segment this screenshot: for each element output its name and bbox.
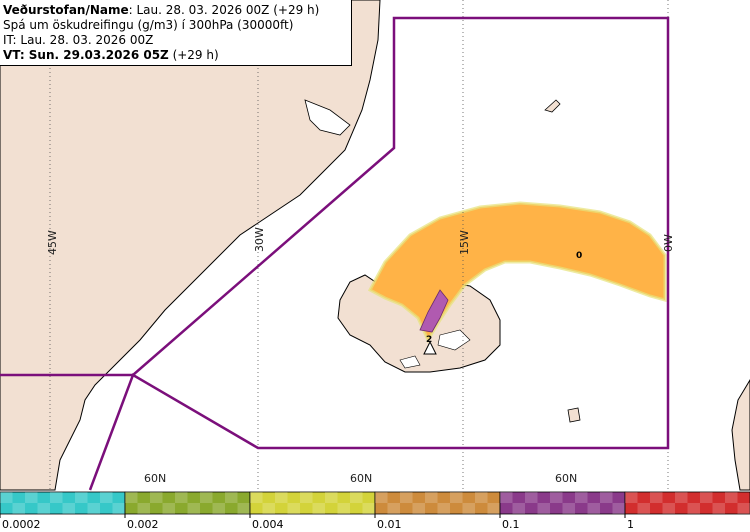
faroe-islands: [567, 407, 581, 423]
legend-pattern: [512, 503, 525, 514]
legend-pattern: [37, 503, 50, 514]
agency-label: Veðurstofan/Name: [3, 3, 129, 17]
lat-label-60n: 60N: [350, 472, 372, 485]
legend-pattern: [62, 503, 75, 514]
legend-pattern: [287, 503, 300, 514]
lon-label-0w: 0W: [662, 234, 675, 252]
legend-pattern: [175, 492, 188, 503]
legend-pattern: [537, 503, 550, 514]
legend-pattern: [312, 503, 325, 514]
legend-pattern: [225, 492, 238, 503]
legend-swatch: [624, 491, 750, 515]
legend-pattern: [662, 503, 675, 514]
lon-label-15w: 15W: [458, 230, 471, 255]
glacier: [437, 329, 471, 351]
legend-pattern: [25, 492, 38, 503]
lon-label-30w: 30W: [253, 227, 266, 252]
legend-pattern: [212, 503, 225, 514]
legend-pattern: [12, 503, 25, 514]
valid-offset: (+29 h): [168, 48, 219, 62]
lon-label-45w: 45W: [46, 230, 59, 255]
legend-pattern: [387, 503, 400, 514]
legend-pattern: [400, 492, 413, 503]
norway-coast: [731, 379, 750, 491]
plume-marker: 0: [576, 251, 582, 261]
legend-pattern: [87, 503, 100, 514]
legend-pattern: [137, 503, 150, 514]
legend-pattern: [325, 492, 338, 503]
legend-pattern: [475, 492, 488, 503]
agency-line: Veðurstofan/Name: Lau. 28. 03. 2026 00Z …: [3, 3, 351, 18]
legend-pattern: [737, 503, 750, 514]
volcano-marker: 2: [426, 335, 432, 345]
legend-pattern: [600, 492, 613, 503]
legend-pattern: [250, 492, 263, 503]
ash-plume-purple: [419, 289, 449, 333]
legend-pattern: [50, 492, 63, 503]
legend-pattern: [712, 503, 725, 514]
greenland-fjord: [304, 99, 351, 136]
legend-pattern: [437, 503, 450, 514]
legend-pattern: [237, 503, 250, 514]
lat-label-60n: 60N: [144, 472, 166, 485]
legend-pattern: [350, 492, 363, 503]
product-line: Spá um öskudreifingu (g/m3) í 300hPa (30…: [3, 18, 294, 32]
legend-pattern: [675, 492, 688, 503]
legend-pattern: [300, 492, 313, 503]
legend-pattern: [687, 503, 700, 514]
legend-pattern: [575, 492, 588, 503]
legend-pattern: [275, 492, 288, 503]
greenland-landmass: [0, 0, 381, 491]
lat-label-60n: 60N: [555, 472, 577, 485]
legend-pattern: [337, 503, 350, 514]
issue-time: IT: Lau. 28. 03. 2026 00Z: [3, 33, 154, 47]
legend-tick-label: 0.0002: [2, 518, 41, 531]
map-info-box: Veðurstofan/Name: Lau. 28. 03. 2026 00Z …: [0, 0, 352, 66]
legend-pattern: [550, 492, 563, 503]
legend-pattern: [162, 503, 175, 514]
legend-tick-label: 1: [627, 518, 634, 531]
legend-pattern: [362, 503, 375, 514]
jan-mayen-island: [544, 99, 561, 113]
legend-pattern: [725, 492, 738, 503]
legend-pattern: [487, 503, 500, 514]
legend-tick-label: 0.01: [377, 518, 402, 531]
legend-pattern: [625, 492, 638, 503]
legend-pattern: [500, 492, 513, 503]
legend-pattern: [612, 503, 625, 514]
legend-pattern: [200, 492, 213, 503]
legend-pattern: [425, 492, 438, 503]
legend-pattern: [450, 492, 463, 503]
legend-tick-label: 0.1: [502, 518, 520, 531]
legend-pattern: [150, 492, 163, 503]
legend-pattern: [0, 492, 13, 503]
legend-pattern: [187, 503, 200, 514]
valid-time-line: VT: Sun. 29.03.2026 05Z (+29 h): [3, 48, 351, 63]
legend-pattern: [412, 503, 425, 514]
legend-pattern: [462, 503, 475, 514]
legend-tick-label: 0.004: [252, 518, 284, 531]
legend-pattern: [262, 503, 275, 514]
fir-boundary: [0, 16, 670, 491]
volcano-icon: [423, 340, 437, 355]
legend-pattern: [525, 492, 538, 503]
legend-pattern: [700, 492, 713, 503]
agency-value: : Lau. 28. 03. 2026 00Z (+29 h): [128, 3, 320, 17]
legend-pattern: [75, 492, 88, 503]
concentration-legend: 0.0002 0.002 0.004 0.01 0.1 1: [0, 491, 750, 531]
glacier: [399, 355, 421, 369]
legend-pattern: [112, 503, 125, 514]
legend-pattern: [650, 492, 663, 503]
legend-pattern: [562, 503, 575, 514]
legend-pattern: [375, 492, 388, 503]
legend-pattern: [637, 503, 650, 514]
legend-pattern: [587, 503, 600, 514]
legend-pattern: [125, 492, 138, 503]
legend-pattern: [100, 492, 113, 503]
legend-tick-label: 0.002: [127, 518, 159, 531]
valid-time-label: VT: Sun. 29.03.2026 05Z: [3, 48, 169, 62]
